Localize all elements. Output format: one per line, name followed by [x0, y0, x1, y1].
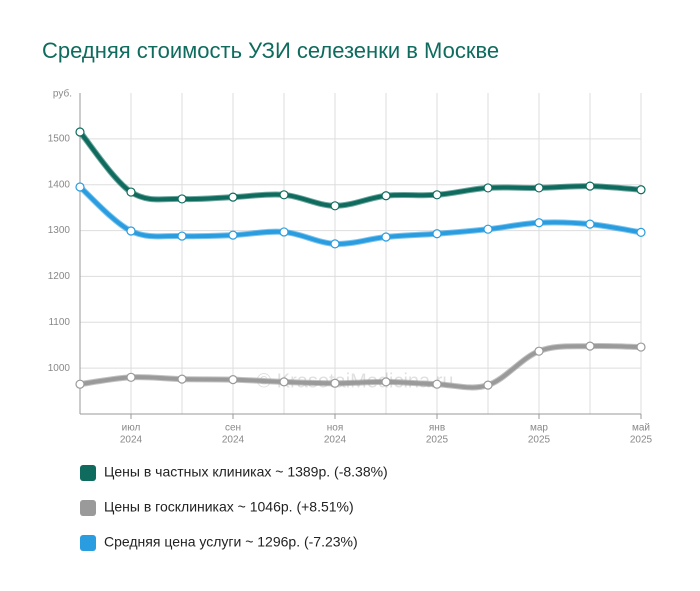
y-tick-label: 1300	[48, 225, 71, 236]
x-tick-label: 2024	[120, 435, 143, 446]
point	[279, 190, 289, 200]
point	[432, 379, 442, 389]
point	[330, 239, 340, 249]
point	[177, 374, 187, 384]
x-tick-label: июл	[122, 423, 141, 434]
point	[279, 227, 289, 237]
point	[279, 377, 289, 387]
point	[177, 194, 187, 204]
y-tick-label: 1200	[48, 271, 71, 282]
point	[432, 229, 442, 239]
point	[534, 346, 544, 356]
y-tick-label: 1500	[48, 133, 71, 144]
y-tick-label: 1000	[48, 363, 71, 374]
point	[636, 342, 646, 352]
legend-label: Цены в госклиниках ~ 1046р. (+8.51%)	[104, 499, 354, 515]
x-tick-label: 2025	[528, 435, 551, 446]
point	[381, 232, 391, 242]
x-tick-label: май	[632, 423, 650, 434]
x-tick-label: 2024	[324, 435, 347, 446]
point	[75, 127, 85, 137]
legend-swatch	[80, 500, 96, 516]
chart-title: Средняя стоимость УЗИ селезенки в Москве	[42, 38, 499, 63]
point	[126, 226, 136, 236]
series-line-outline	[77, 130, 642, 209]
point	[126, 372, 136, 382]
x-tick-label: 2025	[426, 435, 449, 446]
x-tick-label: 2024	[222, 435, 245, 446]
point	[228, 375, 238, 385]
y-tick-label: 1400	[48, 179, 71, 190]
point	[636, 227, 646, 238]
point	[75, 182, 85, 192]
x-tick-label: сен	[225, 423, 241, 434]
x-tick-label: ноя	[327, 423, 344, 434]
point	[483, 380, 493, 390]
series-line	[78, 185, 642, 246]
series-line	[78, 130, 642, 208]
x-tick-label: 2025	[630, 435, 653, 446]
x-tick-label: мар	[530, 423, 548, 434]
point	[585, 341, 595, 351]
point	[75, 379, 85, 389]
legend-swatch	[80, 535, 96, 551]
point	[432, 190, 442, 200]
point	[534, 218, 544, 228]
legend-swatch	[80, 465, 96, 481]
point	[126, 187, 136, 197]
legend-label: Цены в частных клиниках ~ 1389р. (-8.38%…	[104, 464, 388, 480]
point	[381, 377, 391, 387]
point	[381, 191, 391, 201]
point	[330, 378, 340, 388]
point	[177, 231, 187, 241]
point	[636, 185, 646, 195]
legend-label: Средняя цена услуги ~ 1296р. (-7.23%)	[104, 534, 358, 550]
point	[483, 224, 493, 234]
point	[330, 201, 340, 211]
point	[483, 183, 493, 193]
point	[228, 230, 238, 240]
point	[585, 219, 595, 229]
x-tick-label: янв	[429, 423, 445, 434]
y-tick-label: 1100	[48, 317, 70, 328]
point	[534, 183, 544, 193]
point	[585, 181, 595, 191]
y-unit: руб.	[53, 88, 72, 100]
point	[228, 192, 238, 202]
